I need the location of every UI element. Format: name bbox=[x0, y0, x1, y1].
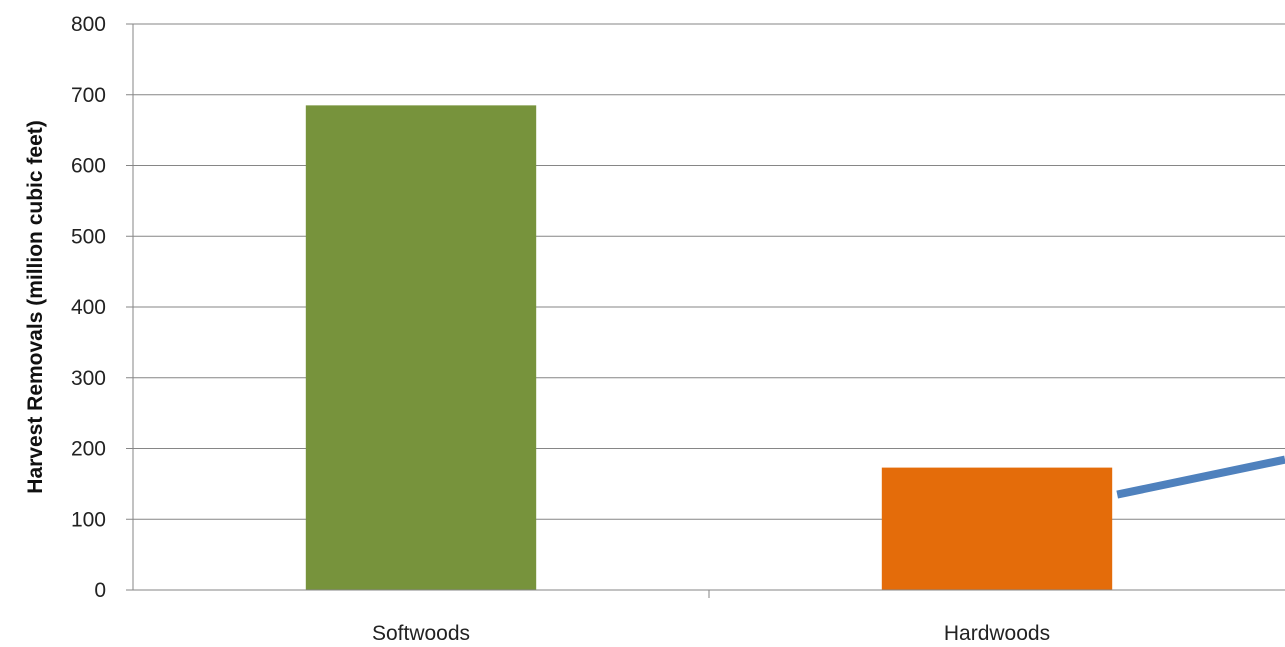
annotation bbox=[1116, 455, 1285, 499]
bar-softwoods bbox=[305, 105, 537, 591]
x-tick-label: Softwoods bbox=[372, 622, 470, 645]
y-tick-label: 400 bbox=[71, 296, 106, 319]
y-axis-label: Harvest Removals (million cubic feet) bbox=[24, 120, 47, 493]
y-tick-label: 300 bbox=[71, 367, 106, 390]
bar-hardwoods bbox=[881, 467, 1113, 590]
axes bbox=[132, 24, 1285, 591]
y-tick-label: 200 bbox=[71, 438, 106, 461]
y-tick-label: 0 bbox=[94, 579, 106, 602]
y-tick-label: 800 bbox=[71, 13, 106, 36]
annotation-arrow bbox=[1116, 455, 1285, 499]
y-tick-label: 500 bbox=[71, 225, 106, 248]
y-tick-label: 600 bbox=[71, 155, 106, 178]
y-tick-label: 700 bbox=[71, 84, 106, 107]
y-tick-labels: 0 100 200 300 400 500 600 700 800 bbox=[71, 13, 106, 602]
bars bbox=[305, 105, 1113, 591]
x-tick-labels: Softwoods Hardwoods bbox=[372, 622, 1050, 645]
y-tick-label: 100 bbox=[71, 508, 106, 531]
x-tick-label: Hardwoods bbox=[944, 622, 1050, 645]
